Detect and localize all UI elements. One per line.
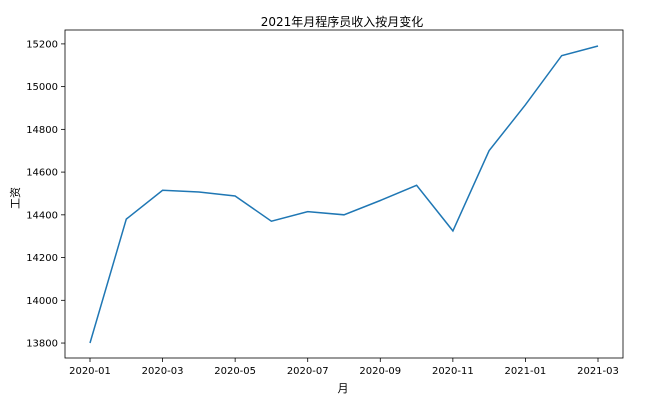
y-tick-label: 15200 — [26, 39, 58, 50]
y-axis: 13800 14000 14200 14400 14600 14800 15000 15200 — [26, 39, 65, 350]
y-tick-label: 14000 — [26, 296, 58, 307]
x-axis-label: 月 — [338, 382, 349, 395]
x-tick-label: 2020-09 — [359, 366, 401, 377]
x-tick-label: 2020-01 — [69, 366, 111, 377]
y-tick-label: 13800 — [26, 339, 58, 350]
y-axis-label: 工资 — [9, 187, 22, 209]
x-tick-label: 2020-11 — [432, 366, 474, 377]
x-axis: 2020-01 2020-03 2020-05 2020-07 2020-09 2020-… — [69, 358, 619, 377]
y-tick-label: 14200 — [26, 253, 58, 264]
chart-title: 2021年月程序员收入按月变化 — [261, 14, 424, 29]
x-tick-label: 2021-03 — [577, 366, 619, 377]
plot-frame — [64, 29, 624, 359]
x-tick-label: 2021-01 — [505, 366, 547, 377]
x-tick-label: 2020-03 — [142, 366, 184, 377]
y-tick-label: 14800 — [26, 125, 58, 136]
series-line — [89, 45, 599, 344]
y-tick-label: 14600 — [26, 168, 58, 179]
x-tick-label: 2020-07 — [287, 366, 329, 377]
y-tick-label: 15000 — [26, 82, 58, 93]
y-tick-label: 14400 — [26, 210, 58, 221]
x-tick-label: 2020-05 — [214, 366, 256, 377]
